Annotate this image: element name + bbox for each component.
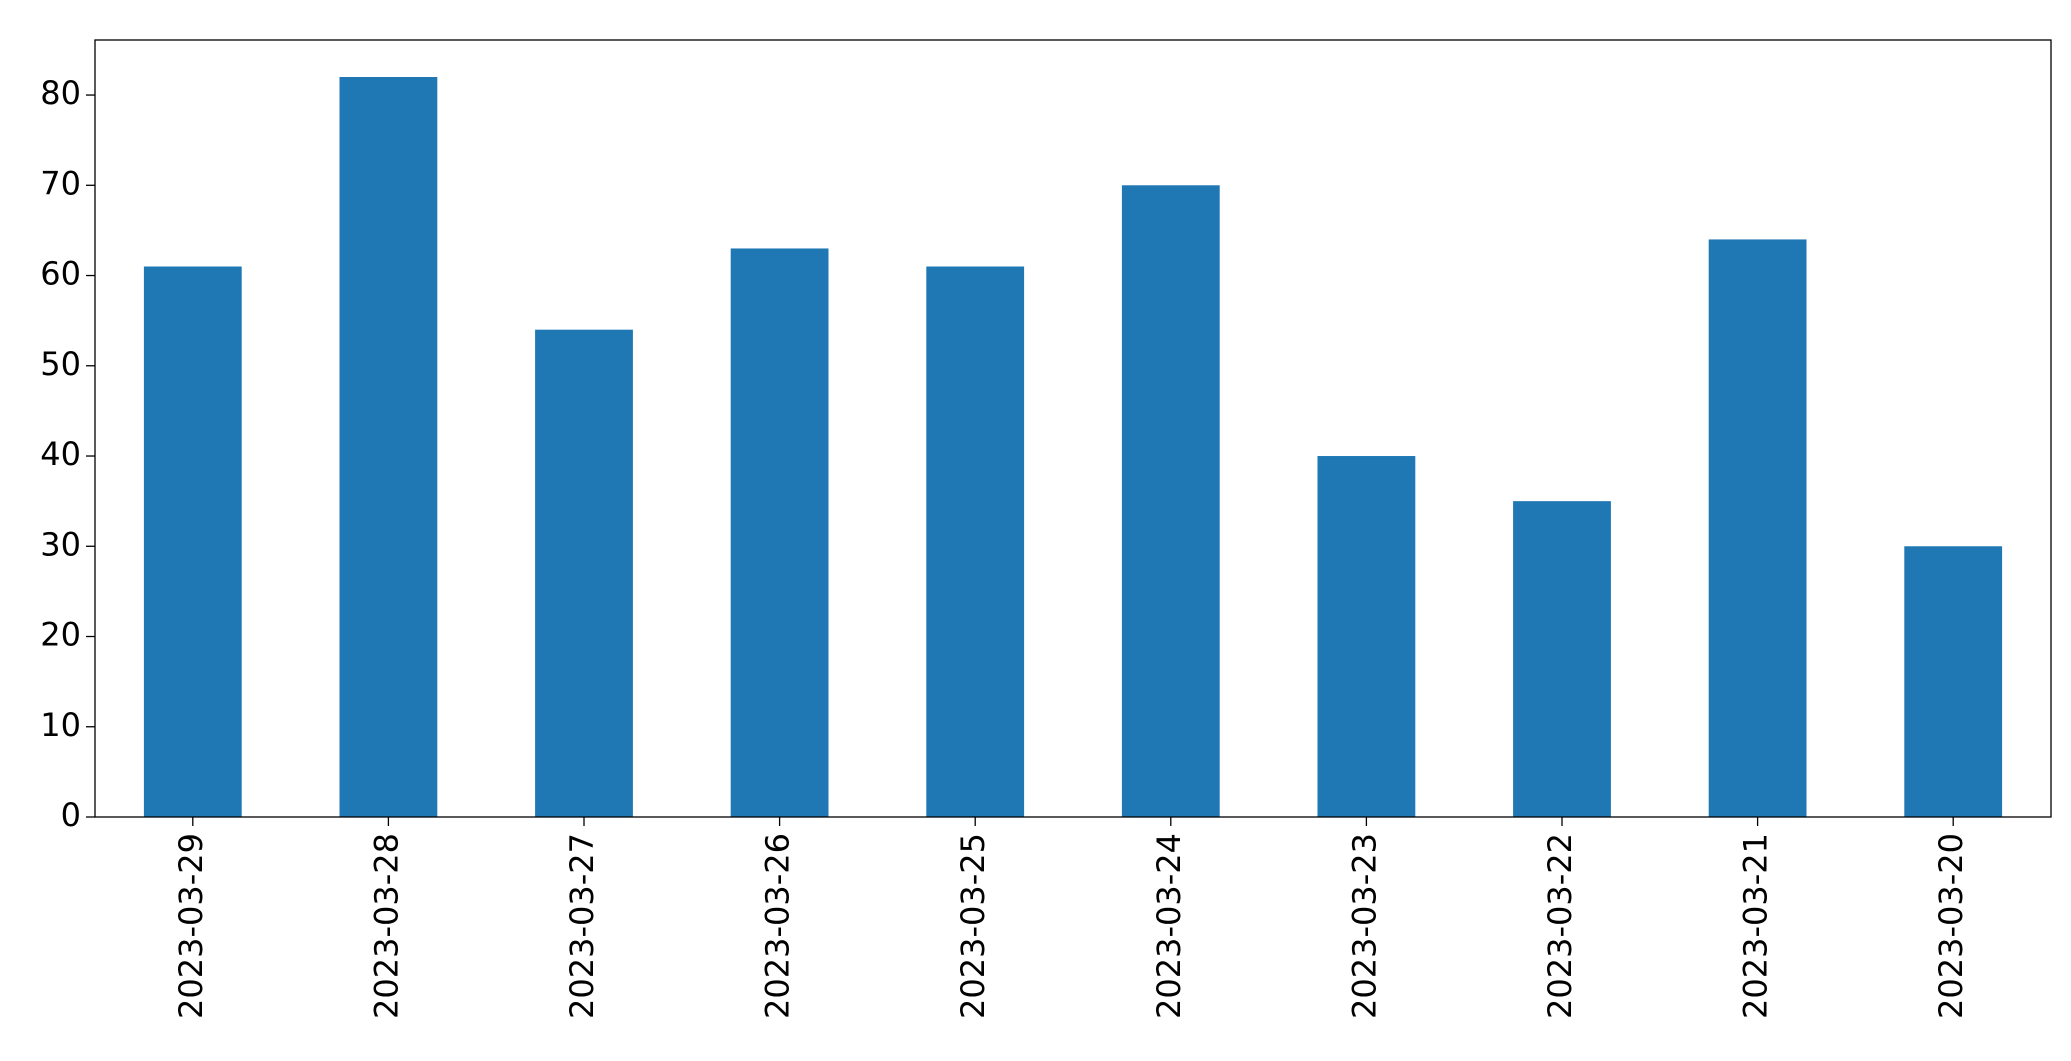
y-tick-label: 40: [40, 435, 81, 473]
y-tick-label: 80: [40, 74, 81, 112]
y-tick-label: 50: [40, 345, 81, 383]
x-tick-label: 2023-03-21: [1737, 833, 1775, 1019]
bar: [926, 266, 1025, 817]
bar: [143, 266, 242, 817]
bar: [1904, 546, 2003, 817]
bar: [339, 77, 438, 817]
y-tick-label: 10: [40, 706, 81, 744]
y-tick-label: 0: [61, 796, 81, 834]
y-tick-label: 70: [40, 164, 81, 202]
bar: [535, 329, 633, 817]
x-tick-label: 2023-03-28: [367, 833, 405, 1019]
y-tick-label: 20: [40, 616, 81, 654]
x-tick-label: 2023-03-27: [563, 833, 601, 1019]
y-tick-label: 60: [40, 255, 81, 293]
bar: [730, 248, 829, 818]
bar: [1708, 239, 1807, 817]
bar: [1121, 185, 1220, 818]
x-tick-label: 2023-03-25: [954, 833, 992, 1019]
x-tick-label: 2023-03-24: [1150, 833, 1188, 1019]
x-tick-label: 2023-03-20: [1932, 833, 1970, 1019]
bar: [1317, 456, 1416, 817]
x-tick-label: 2023-03-22: [1541, 833, 1579, 1019]
bar: [1513, 501, 1611, 817]
plot-frame: [94, 39, 2052, 818]
y-tick-label: 30: [40, 525, 81, 563]
x-tick-label: 2023-03-29: [172, 833, 210, 1019]
x-tick-label: 2023-03-23: [1345, 833, 1383, 1019]
x-tick-label: 2023-03-26: [759, 833, 797, 1019]
